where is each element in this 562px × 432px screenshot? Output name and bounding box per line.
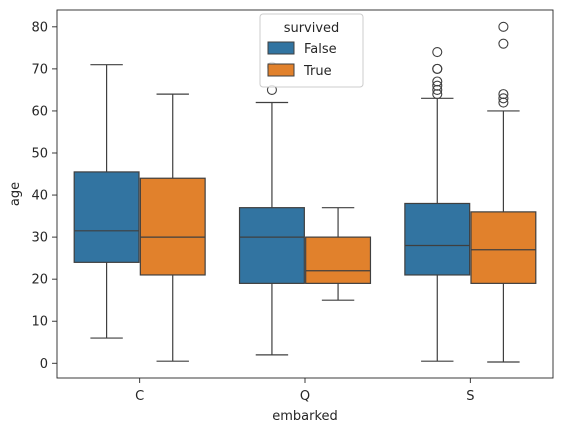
box-S-True	[470, 21, 537, 363]
box-Q-False	[238, 61, 305, 356]
x-tick-label: Q	[300, 389, 310, 404]
box-iqr	[404, 202, 471, 276]
box-Q-True	[305, 207, 372, 301]
y-axis: 0 10 20 30 40 50 60 70 80	[31, 20, 57, 372]
box-C-False	[73, 64, 140, 339]
x-tick-label: C	[135, 389, 144, 404]
box-C-True	[139, 93, 206, 362]
legend-title: survived	[284, 21, 340, 36]
y-tick-label: 80	[31, 20, 48, 35]
outlier-point	[498, 89, 509, 100]
y-tick-label: 50	[31, 146, 48, 161]
legend-label-False: False	[304, 42, 337, 57]
outlier-point	[432, 80, 443, 91]
outlier-point	[498, 21, 509, 32]
outlier-point	[498, 93, 509, 104]
outlier-point	[432, 47, 443, 58]
outlier-point	[432, 89, 443, 100]
y-tick-label: 60	[31, 104, 48, 119]
y-tick-label: 30	[31, 231, 48, 246]
outlier-point	[498, 97, 509, 108]
outlier-point	[432, 84, 443, 95]
box-iqr	[139, 177, 206, 276]
outlier-point	[432, 63, 443, 74]
y-tick-label: 70	[31, 62, 48, 77]
box-iqr	[305, 236, 372, 284]
x-axis-label: embarked	[272, 409, 338, 424]
legend: survived False True	[259, 13, 364, 88]
legend-label-True: True	[303, 64, 332, 79]
y-tick-label: 10	[31, 315, 48, 330]
y-axis-label: age	[8, 182, 23, 206]
legend-items: False True	[267, 41, 337, 79]
box-iqr	[238, 207, 305, 284]
box-iqr	[470, 211, 537, 284]
outlier-point	[498, 38, 509, 49]
y-tick-label: 0	[40, 357, 48, 372]
y-tick-label: 20	[31, 273, 48, 288]
y-tick-label: 40	[31, 189, 48, 204]
legend-swatch-False	[267, 41, 295, 55]
box-S-False	[404, 47, 471, 362]
boxes-layer	[73, 21, 537, 363]
x-tick-label: S	[466, 389, 474, 404]
outlier-point	[432, 76, 443, 87]
box-iqr	[73, 171, 140, 263]
legend-swatch-True	[267, 63, 295, 77]
